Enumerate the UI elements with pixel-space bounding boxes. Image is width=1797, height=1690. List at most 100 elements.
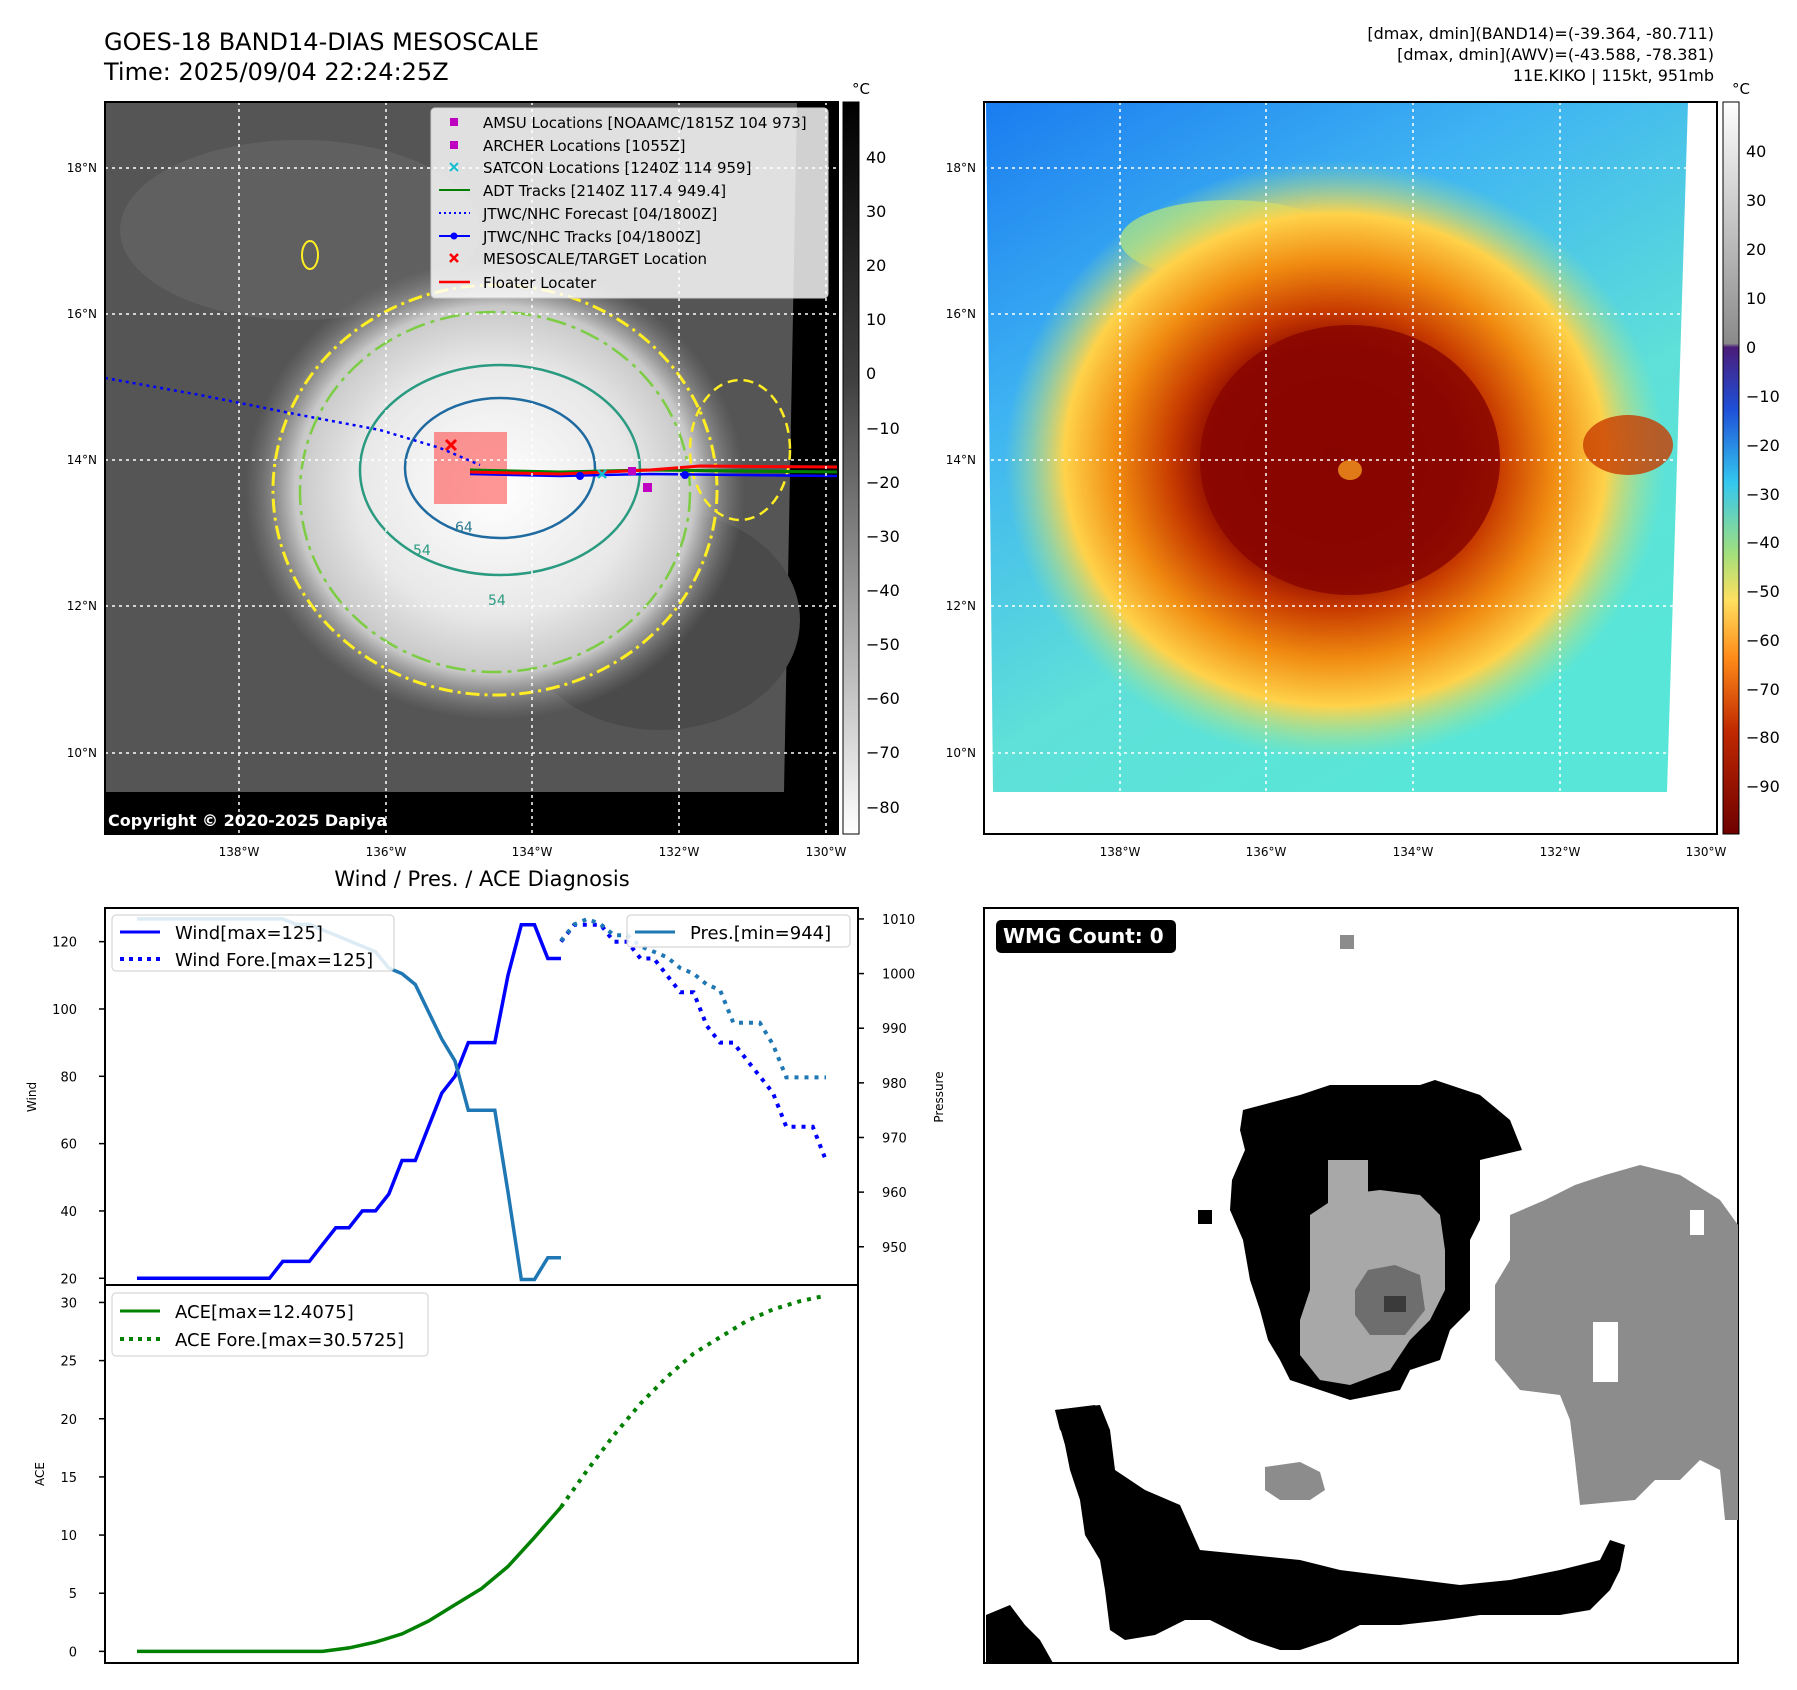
wind-legend: Wind[max=125] Wind Fore.[max=125]	[111, 914, 395, 972]
legend-wind-label: Wind[max=125]	[175, 923, 323, 944]
awv-colorbar-tick: −80	[1746, 728, 1780, 747]
wmg-white-gap	[1593, 1322, 1618, 1382]
legend-amsu-marker	[450, 118, 458, 126]
ir-lon-label: 132°W	[659, 845, 700, 859]
wind-ytick-label: 100	[52, 1003, 77, 1018]
ir-lat-label: 12°N	[67, 599, 97, 613]
wind-ytick-label: 40	[60, 1205, 77, 1220]
awv-lon-labels: 138°W 136°W 134°W 132°W 130°W	[1100, 845, 1727, 859]
legend-archer-marker	[450, 141, 458, 149]
ir-frame	[104, 101, 839, 835]
pressure-ytick-layer: 1010 1000 990 980 970 960 950	[858, 913, 915, 1256]
legend-adt-label: ADT Tracks [2140Z 117.4 949.4]	[483, 182, 726, 200]
contour-label-64: 64	[455, 520, 473, 536]
wmg-gray-cell	[1340, 935, 1354, 949]
awv-lat-label: 10°N	[946, 746, 976, 760]
ir-lat-label: 10°N	[67, 746, 97, 760]
ir-lon-label: 134°W	[512, 845, 553, 859]
legend-target-label: MESOSCALE/TARGET Location	[483, 250, 707, 268]
ir-colorbar-tick: −20	[866, 473, 900, 492]
figure-time: Time: 2025/09/04 22:24:25Z	[103, 58, 449, 86]
legend-tracks-marker	[450, 232, 458, 240]
awv-colorbar-tick: −70	[1746, 680, 1780, 699]
wind-ytick-label: 60	[60, 1138, 77, 1153]
ir-lon-label: 136°W	[366, 845, 407, 859]
ir-colorbar-tick: −40	[866, 581, 900, 600]
wmg-darkest-cell	[1384, 1296, 1406, 1312]
awv-lon-label: 138°W	[1100, 845, 1141, 859]
pressure-ytick-label: 970	[882, 1131, 907, 1146]
ace-ytick-label: 10	[60, 1529, 77, 1544]
ir-lat-label: 14°N	[67, 453, 97, 467]
legend-ace-label: ACE[max=12.4075]	[175, 1302, 354, 1323]
wmg-gray-cell	[1328, 1160, 1368, 1215]
wmg-black-cell	[1198, 1210, 1212, 1224]
ace-legend: ACE[max=12.4075] ACE Fore.[max=30.5725]	[111, 1292, 429, 1357]
wmg-count-label: WMG Count: 0	[1003, 924, 1164, 948]
pressure-ytick-label: 980	[882, 1077, 907, 1092]
forecast-track	[105, 376, 481, 467]
ir-lat-label: 18°N	[67, 161, 97, 175]
legend-satcon-label: SATCON Locations [1240Z 114 959]	[483, 159, 751, 177]
legend-wind-forecast-label: Wind Fore.[max=125]	[175, 950, 373, 971]
awv-lat-label: 14°N	[946, 453, 976, 467]
legend-satcon-marker	[449, 162, 459, 172]
ir-contour-mid	[298, 310, 692, 674]
ir-lon-label: 130°W	[806, 845, 847, 859]
awv-colorbar-tick: 30	[1746, 191, 1766, 210]
diagnosis-title: Wind / Pres. / ACE Diagnosis	[334, 867, 629, 891]
wmg-cells	[986, 935, 1738, 1663]
jtwc-track	[469, 472, 838, 478]
jtwc-track-point	[576, 472, 584, 480]
storm-summary: 11E.KIKO | 115kt, 951mb	[1513, 66, 1714, 85]
wmg-white-gap	[1690, 1210, 1704, 1235]
ir-colorbar-tick: 0	[866, 364, 876, 383]
wind-series-line	[137, 923, 561, 1281]
ace-ytick-label: 0	[69, 1645, 77, 1660]
ir-colorbar-tick: 40	[866, 148, 886, 167]
floater-locater-track	[469, 464, 838, 476]
awv-colorbar-tick: −10	[1746, 387, 1780, 406]
ace-axis-label: ACE	[33, 1462, 47, 1486]
pressure-ytick-label: 950	[882, 1241, 907, 1256]
awv-colorbar-tick: −90	[1746, 777, 1780, 796]
legend-floater-label: Floater Locater	[483, 274, 597, 292]
amsu-location-marker	[643, 483, 652, 492]
ir-cloud-texture	[120, 140, 480, 320]
wind-pressure-chart: Wind / Pres. / ACE Diagnosis 120 100 80 60 4…	[25, 867, 946, 1287]
ir-colorbar-ticks: 40 30 20 10 0 −10 −20 −30 −40 −50 −60 −7…	[866, 148, 900, 817]
awv-lat-label: 18°N	[946, 161, 976, 175]
target-marker	[444, 438, 458, 452]
awv-lat-label: 16°N	[946, 307, 976, 321]
ir-panel: 64 54 54 Copyrigh	[67, 80, 900, 859]
ace-series-line	[137, 1505, 563, 1654]
awv-colorbar	[1722, 101, 1740, 835]
awv-colorbar-ticks: 40 30 20 10 0 −10 −20 −30 −40 −50 −60 −7…	[1746, 142, 1780, 796]
ir-colorbar-tick: −60	[866, 689, 900, 708]
awv-colorbar-tick: 10	[1746, 289, 1766, 308]
ir-colorbar-tick: −30	[866, 527, 900, 546]
wmg-count-badge	[996, 920, 1176, 953]
pressure-legend: Pres.[min=944]	[626, 914, 851, 948]
jtwc-track-point	[681, 471, 689, 479]
awv-lon-label: 130°W	[1686, 845, 1727, 859]
pressure-ytick-label: 960	[882, 1186, 907, 1201]
wind-forecast-series-line	[559, 922, 828, 1162]
pressure-ytick-label: 990	[882, 1022, 907, 1037]
wmg-gray-small-region	[1265, 1462, 1325, 1500]
legend-target-marker	[449, 253, 459, 263]
wmg-black-corner	[986, 1605, 1053, 1663]
pressure-ytick-label: 1000	[882, 968, 915, 983]
contour-label-54: 54	[488, 593, 506, 609]
ir-cloud-band	[301, 240, 319, 270]
legend-forecast-label: JTWC/NHC Forecast [04/1800Z]	[482, 205, 717, 223]
ir-colorbar-tick: −80	[866, 798, 900, 817]
satcon-location-marker	[597, 469, 607, 479]
ir-colorbar-tick: 30	[866, 202, 886, 221]
wmg-black-sw-region	[1055, 1405, 1110, 1440]
ace-ytick-label: 15	[60, 1471, 77, 1486]
ir-lon-label: 138°W	[219, 845, 260, 859]
awv-colorbar-tick: 0	[1746, 338, 1756, 357]
ir-contour-64	[403, 396, 597, 540]
wind-ytick-label: 20	[60, 1272, 77, 1287]
